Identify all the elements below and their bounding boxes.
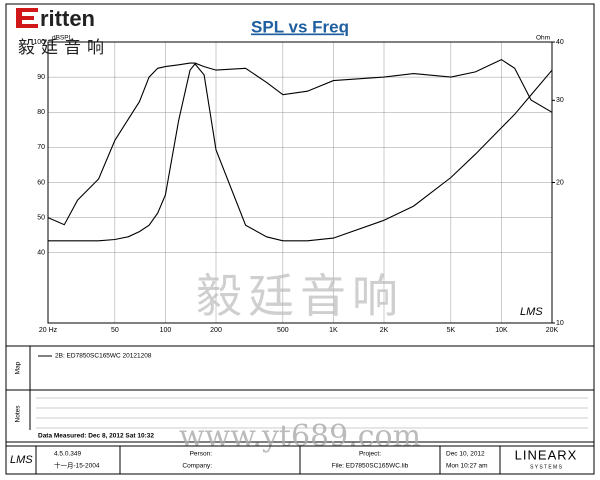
footer-dividers [35,446,501,474]
notes-label: Notes [15,405,22,423]
x-tick-label: 2K [380,327,389,334]
y-tick-label: 50 [37,214,45,221]
y-tick-label: 80 [37,109,45,116]
y2-tick-label: 30 [556,97,564,104]
y2-tick-label: 20 [556,179,564,186]
legend: 2B: ED7850SC165WC 20121208 [38,353,152,360]
data-measured: Data Measured: Dec 8, 2012 Sat 10:32 [38,433,154,440]
time: Mon 10:27 am [446,463,488,470]
map-label: Map [15,361,22,374]
logo-brand: ritten [40,6,95,31]
y-tick-label: 40 [37,250,45,257]
x-tick-label: 100 [160,327,172,334]
watermark-chinese: 毅廷音响 [196,269,404,323]
y-axis-label: dBSPL [52,35,73,42]
plot-frame [47,41,553,324]
x-tick-label: 5K [447,327,456,334]
x-tick-label: 1K [329,327,338,334]
project: Project: [359,451,381,458]
notes-lines [36,397,588,429]
x-tick-label: 10K [495,327,508,334]
build-date: 十一月-15-2004 [54,461,100,470]
series-line [47,58,553,226]
y-tick-label: 100 [33,39,45,46]
y2-tick-label: 40 [556,39,564,46]
y-tick-label: 90 [37,74,45,81]
file: File: ED7850SC165WC.lib [332,463,409,470]
y2-axis-label: Ohm [536,35,550,42]
person: Person: [190,451,213,458]
chart-title: SPL vs Freq [251,17,349,36]
legend-label: 2B: ED7850SC165WC 20121208 [55,353,152,360]
logo-mark [16,8,38,28]
x-tick-label: 20 Hz [39,327,58,334]
lms-mark: LMS [520,306,543,318]
series-line [48,63,553,242]
y-tick-label: 60 [37,179,45,186]
notes-section [5,389,595,443]
x-tick-label: 500 [277,327,289,334]
logo-chinese: 毅廷音响 [18,38,110,58]
y-tick-label: 70 [37,144,45,151]
x-tick-label: 50 [111,327,119,334]
x-tick-label: 20K [546,327,559,334]
company: Company: [182,463,212,470]
date: Dec 10, 2012 [446,451,485,458]
y2-tick-label: 10 [556,320,564,327]
x-tick-label: 200 [210,327,222,334]
vendor: LINEARX [515,447,578,462]
outer-frame [5,3,595,475]
vendor-sub: S Y S T E M S [530,464,563,470]
app-name: LMS [10,454,33,466]
version: 4.5.0.349 [54,451,81,458]
